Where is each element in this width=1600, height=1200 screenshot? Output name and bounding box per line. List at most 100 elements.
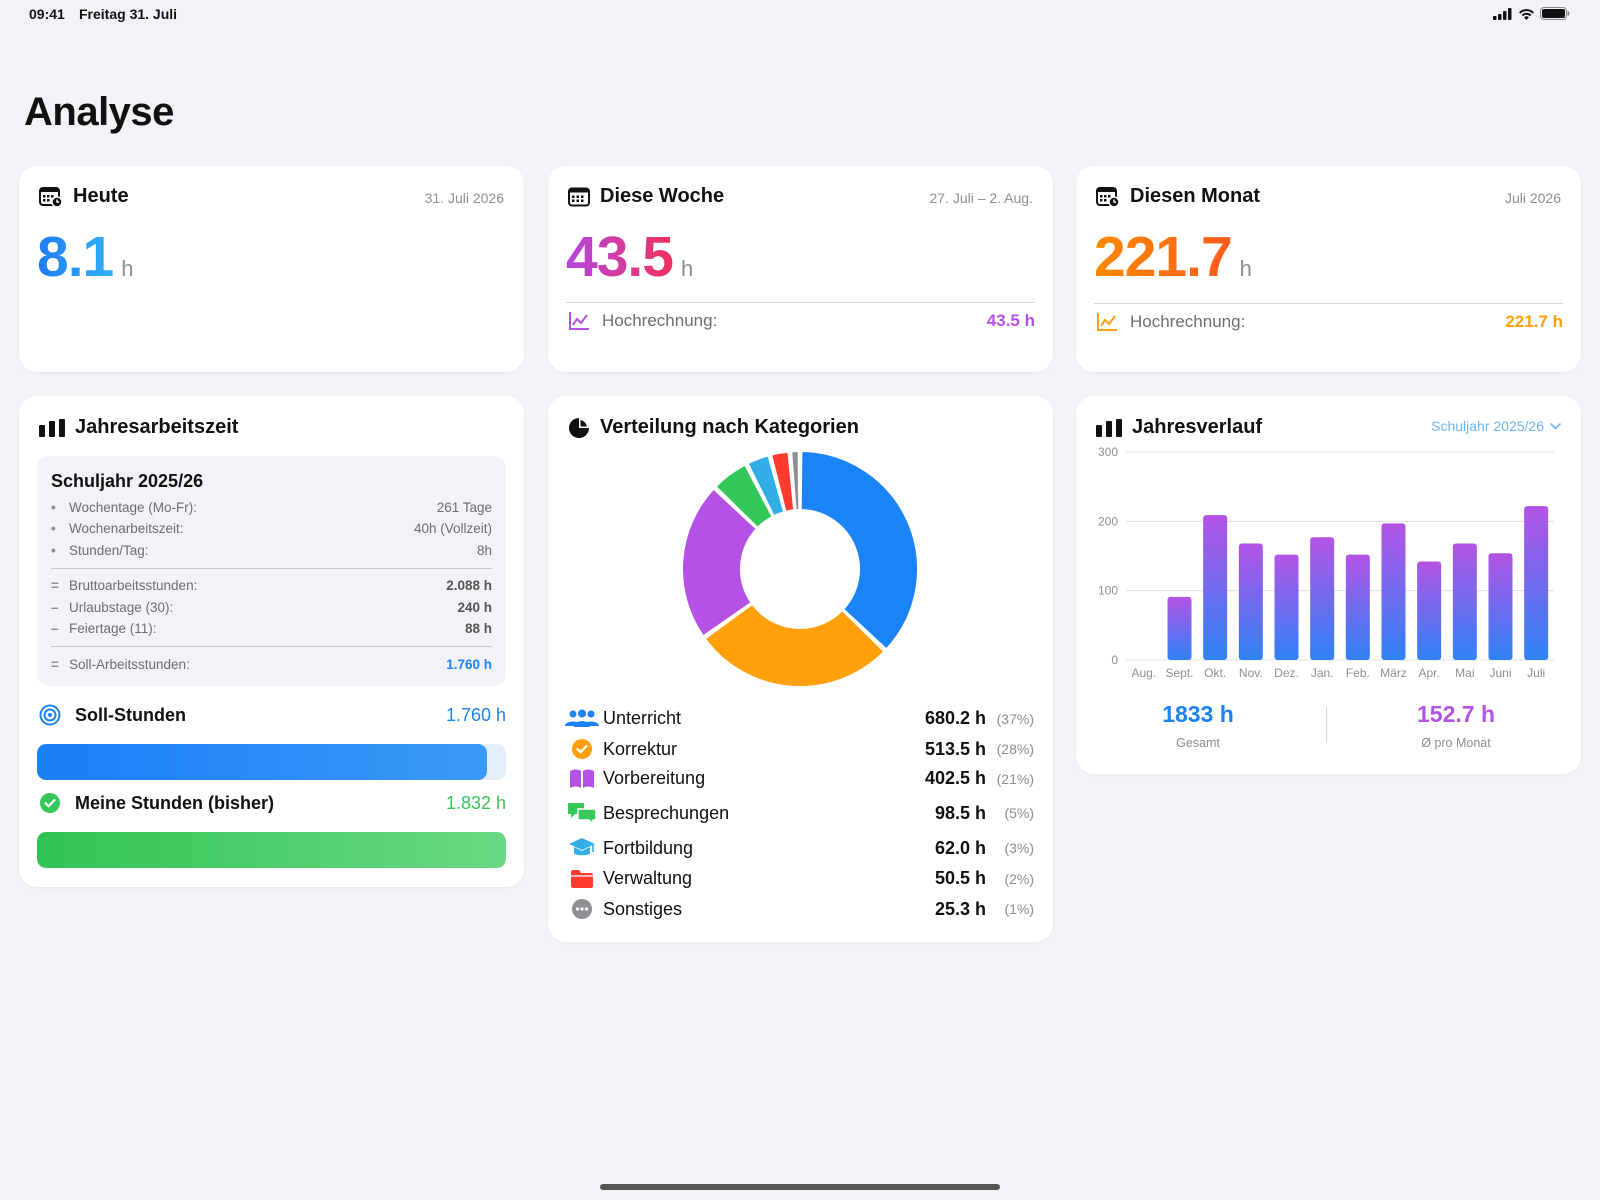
today-value: 8.1	[37, 225, 114, 289]
calc-label: Wochenarbeitszeit:	[69, 521, 184, 536]
month-unit: h	[1239, 256, 1252, 281]
annual-card: Jahresarbeitszeit Schuljahr 2025/26 • Wo…	[19, 396, 524, 887]
bar-apr[interactable]	[1417, 561, 1442, 660]
status-bar: 09:41 Freitag 31. Juli	[0, 0, 1600, 30]
month-card[interactable]: Diesen Monat Juli 2026 221.7 h Hochrechnu…	[1076, 166, 1581, 372]
calc-row-vacation: – Urlaubstage (30): 240 h	[51, 600, 492, 615]
average-stat: 152.7 h Ø pro Monat	[1356, 701, 1556, 750]
x-tick-label: Aug.	[1131, 666, 1156, 680]
my-hours-label: Meine Stunden (bisher)	[75, 792, 275, 813]
donut-slice-fortbildung[interactable]	[746, 454, 786, 518]
my-hours-row: Meine Stunden (bisher) 1.832 h	[39, 792, 506, 814]
calc-row-gross-hours: = Bruttoarbeitsstunden: 2.088 h	[51, 578, 492, 593]
category-row-unterricht[interactable]: Unterricht 680.2 h (37%)	[562, 708, 1034, 729]
target-hours-row: Soll-Stunden 1.760 h	[39, 704, 506, 726]
week-projection-label: Hochrechnung:	[602, 311, 718, 330]
category-percent: (1%)	[1004, 901, 1034, 917]
trend-chart-icon	[1097, 313, 1117, 331]
bar-märz[interactable]	[1381, 523, 1406, 660]
donut-slice-unterricht[interactable]	[799, 451, 919, 651]
category-percent: (2%)	[1004, 870, 1034, 887]
bar-chart-icon	[1096, 418, 1122, 437]
bar-juli[interactable]	[1524, 506, 1549, 660]
donut-slice-sonstiges[interactable]	[790, 451, 801, 512]
today-card-header: Heute	[39, 185, 129, 208]
x-tick-label: Dez.	[1274, 666, 1299, 680]
calc-symbol: •	[51, 543, 56, 558]
week-projection-row: Hochrechnung: 43.5 h	[568, 311, 1035, 331]
category-row-fortbildung[interactable]: Fortbildung 62.0 h (3%)	[562, 836, 1034, 860]
average-value: 152.7 h	[1417, 701, 1495, 727]
bar-juni[interactable]	[1488, 553, 1513, 660]
calc-value: 1.760 h	[446, 657, 492, 672]
week-date: 27. Juli – 2. Aug.	[929, 190, 1033, 206]
category-name: Korrektur	[603, 738, 678, 759]
bar-sept[interactable]	[1167, 596, 1192, 660]
week-card[interactable]: Diese Woche 27. Juli – 2. Aug. 43.5 h Hoc…	[548, 166, 1053, 372]
donut-slice-vorbereitung[interactable]	[681, 487, 759, 638]
month-projection-value: 221.7 h	[1505, 312, 1563, 331]
calc-value: 40h (Vollzeit)	[413, 521, 492, 536]
status-icons	[1493, 7, 1570, 20]
bar-feb[interactable]	[1345, 554, 1370, 660]
x-tick-label: Feb.	[1346, 666, 1370, 680]
school-year-picker[interactable]: Schuljahr 2025/26	[1431, 418, 1561, 434]
target-icon	[39, 704, 61, 726]
checkmark-circle-icon	[40, 793, 60, 813]
today-title: Heute	[73, 185, 129, 207]
yearly-title: Jahresverlauf	[1132, 416, 1263, 438]
month-card-header: Diesen Monat	[1096, 185, 1260, 208]
x-tick-label: Apr.	[1418, 666, 1439, 680]
category-name: Fortbildung	[603, 837, 694, 858]
calc-row-hours-per-day: • Stunden/Tag: 8h	[51, 543, 492, 558]
calc-label: Stunden/Tag:	[69, 543, 149, 558]
donut-slice-korrektur[interactable]	[703, 602, 886, 688]
month-projection-label: Hochrechnung:	[1130, 312, 1246, 331]
category-hours: 680.2 h	[924, 708, 986, 728]
annual-calculation-box: Schuljahr 2025/26 • Wochentage (Mo-Fr): …	[37, 456, 506, 686]
calc-label: Feiertage (11):	[69, 621, 157, 636]
target-hours-bar-fill	[37, 744, 488, 780]
month-date: Juli 2026	[1504, 190, 1561, 206]
month-hours: 221.7 h	[1094, 224, 1252, 290]
category-hours: 513.5 h	[924, 738, 986, 759]
bar-okt[interactable]	[1203, 515, 1228, 660]
week-value: 43.5	[566, 225, 674, 289]
folder-icon	[571, 869, 593, 888]
categories-title: Verteilung nach Kategorien	[600, 416, 859, 438]
category-hours: 25.3 h	[934, 898, 986, 919]
category-row-verwaltung[interactable]: Verwaltung 50.5 h (2%)	[562, 868, 1034, 889]
calc-value: 2.088 h	[446, 578, 492, 593]
category-percent: (37%)	[996, 710, 1034, 727]
month-title: Diesen Monat	[1130, 185, 1261, 207]
bar-mai[interactable]	[1452, 543, 1477, 660]
calendar-clock-icon	[39, 186, 63, 208]
calc-row-weekdays: • Wochentage (Mo-Fr): 261 Tage	[51, 500, 492, 515]
month-divider	[1094, 303, 1563, 304]
home-indicator[interactable]	[600, 1184, 1000, 1190]
category-name: Unterricht	[603, 708, 682, 728]
target-hours-value: 1.760 h	[445, 704, 506, 725]
donut-slice-besprechungen[interactable]	[714, 463, 774, 530]
pie-chart-icon	[569, 417, 589, 438]
battery-icon	[1540, 7, 1570, 20]
category-row-sonstiges[interactable]: Sonstiges 25.3 h (1%)	[562, 898, 1034, 920]
calc-divider	[51, 646, 492, 647]
bar-nov[interactable]	[1238, 543, 1263, 660]
category-row-vorbereitung[interactable]: Vorbereitung 402.5 h (21%)	[562, 768, 1034, 789]
donut-slice-verwaltung[interactable]	[769, 451, 796, 514]
x-tick-label: Mai	[1455, 666, 1474, 680]
calc-label: Soll-Arbeitsstunden:	[69, 657, 190, 672]
y-tick-label: 200	[1098, 514, 1118, 528]
annual-title: Jahresarbeitszeit	[75, 416, 239, 438]
average-label: Ø pro Monat	[1421, 736, 1491, 750]
month-projection-row: Hochrechnung: 221.7 h	[1096, 312, 1563, 332]
category-row-besprechungen[interactable]: Besprechungen 98.5 h (5%)	[562, 801, 1034, 825]
bar-dez[interactable]	[1274, 554, 1299, 660]
today-card[interactable]: Heute 31. Juli 2026 8.1 h	[19, 166, 524, 372]
bar-jan[interactable]	[1310, 537, 1335, 660]
y-tick-label: 300	[1098, 446, 1118, 459]
target-hours-label: Soll-Stunden	[75, 704, 186, 725]
category-row-korrektur[interactable]: Korrektur 513.5 h (28%)	[562, 738, 1034, 760]
category-name: Sonstiges	[603, 898, 683, 919]
